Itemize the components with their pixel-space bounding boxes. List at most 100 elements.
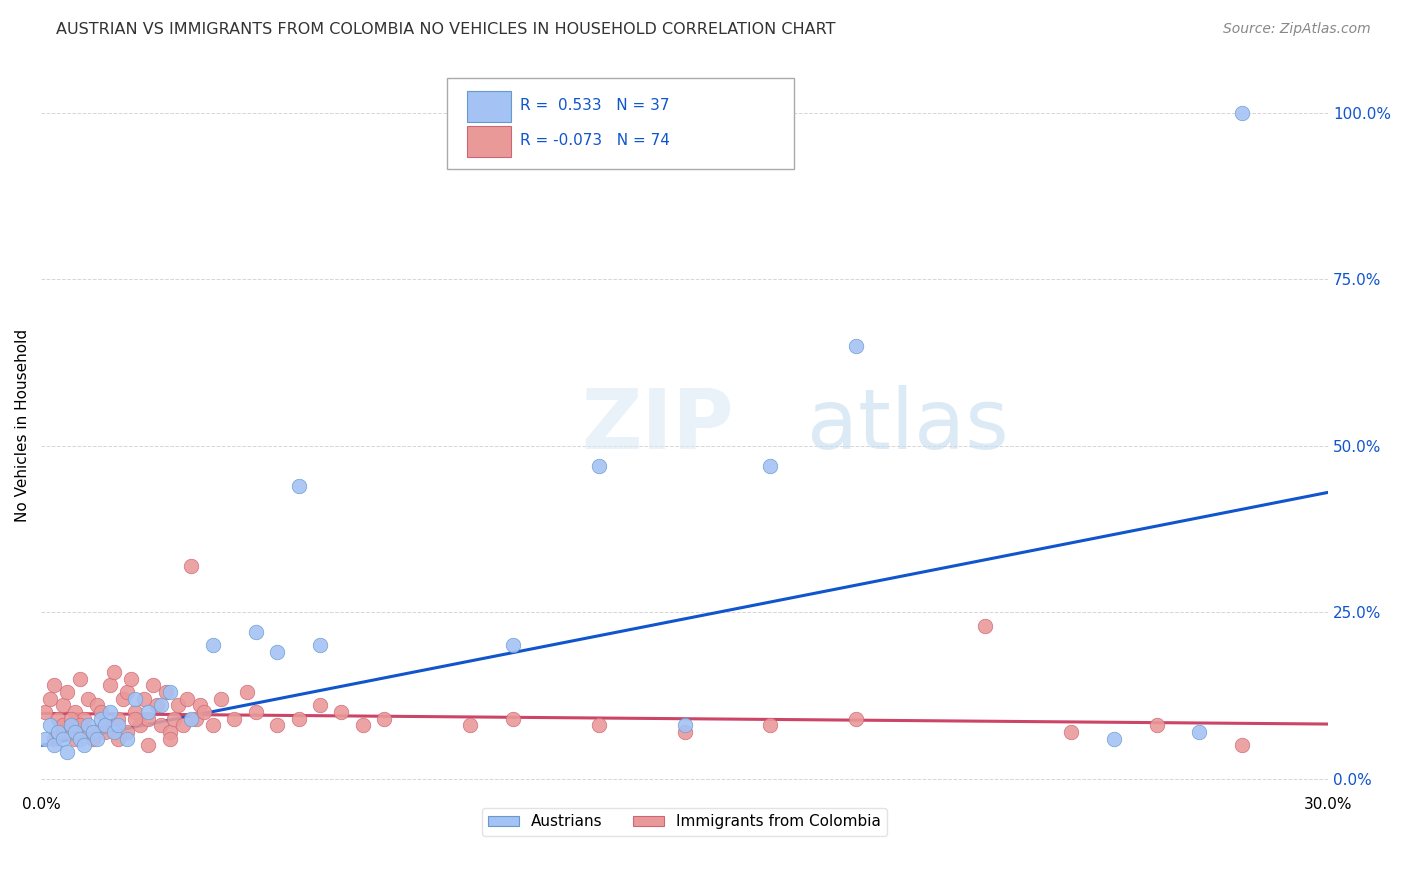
- Point: [159, 731, 181, 746]
- Point: [115, 725, 138, 739]
- Point: [120, 672, 142, 686]
- Point: [51, 725, 73, 739]
- Point: [60, 712, 83, 726]
- Point: [56, 685, 79, 699]
- Point: [107, 731, 129, 746]
- Point: [188, 698, 211, 713]
- Point: [1060, 725, 1083, 739]
- Point: [150, 718, 173, 732]
- Point: [201, 718, 224, 732]
- FancyBboxPatch shape: [467, 127, 510, 157]
- Point: [1102, 731, 1125, 746]
- Point: [176, 691, 198, 706]
- Point: [180, 558, 202, 573]
- Point: [180, 712, 202, 726]
- Point: [502, 639, 524, 653]
- Point: [42, 731, 65, 746]
- Point: [155, 685, 177, 699]
- Point: [172, 718, 194, 732]
- Point: [163, 712, 186, 726]
- Point: [759, 458, 782, 473]
- Point: [138, 705, 160, 719]
- Point: [309, 639, 332, 653]
- Text: ZIP: ZIP: [582, 385, 734, 467]
- Point: [51, 698, 73, 713]
- Text: AUSTRIAN VS IMMIGRANTS FROM COLOMBIA NO VEHICLES IN HOUSEHOLD CORRELATION CHART: AUSTRIAN VS IMMIGRANTS FROM COLOMBIA NO …: [56, 22, 835, 37]
- Point: [38, 718, 60, 732]
- Point: [60, 718, 83, 732]
- Point: [167, 698, 190, 713]
- Point: [77, 691, 100, 706]
- Point: [51, 731, 73, 746]
- Point: [82, 725, 104, 739]
- Point: [34, 731, 56, 746]
- Point: [266, 718, 288, 732]
- Point: [51, 718, 73, 732]
- Point: [90, 705, 112, 719]
- Point: [146, 698, 169, 713]
- Legend: Austrians, Immigrants from Colombia: Austrians, Immigrants from Colombia: [482, 808, 887, 836]
- Point: [1232, 106, 1254, 120]
- Point: [94, 718, 117, 732]
- Point: [73, 725, 96, 739]
- Point: [193, 705, 215, 719]
- Point: [90, 712, 112, 726]
- Point: [138, 739, 160, 753]
- Point: [974, 618, 997, 632]
- Point: [330, 705, 353, 719]
- Point: [132, 691, 155, 706]
- Point: [38, 691, 60, 706]
- Point: [845, 712, 868, 726]
- Point: [287, 712, 309, 726]
- Point: [82, 731, 104, 746]
- Point: [124, 691, 146, 706]
- Point: [69, 672, 91, 686]
- Point: [65, 731, 87, 746]
- Point: [309, 698, 332, 713]
- Point: [1232, 739, 1254, 753]
- Point: [673, 718, 696, 732]
- Point: [77, 718, 100, 732]
- Point: [94, 718, 117, 732]
- Point: [201, 639, 224, 653]
- Point: [65, 725, 87, 739]
- Point: [115, 731, 138, 746]
- FancyBboxPatch shape: [447, 78, 794, 169]
- Point: [142, 678, 165, 692]
- Point: [98, 678, 121, 692]
- Point: [245, 705, 267, 719]
- Text: atlas: atlas: [807, 385, 1008, 467]
- Point: [1188, 725, 1211, 739]
- Point: [69, 731, 91, 746]
- Point: [245, 625, 267, 640]
- Point: [352, 718, 374, 732]
- Point: [209, 691, 232, 706]
- Point: [224, 712, 246, 726]
- Point: [107, 712, 129, 726]
- Point: [287, 479, 309, 493]
- Point: [42, 739, 65, 753]
- Point: [138, 712, 160, 726]
- Point: [159, 685, 181, 699]
- Point: [82, 725, 104, 739]
- Point: [588, 718, 610, 732]
- Point: [266, 645, 288, 659]
- Text: R =  0.533   N = 37: R = 0.533 N = 37: [520, 98, 669, 113]
- Point: [103, 665, 125, 679]
- Point: [845, 339, 868, 353]
- Text: Source: ZipAtlas.com: Source: ZipAtlas.com: [1223, 22, 1371, 37]
- Point: [502, 712, 524, 726]
- Y-axis label: No Vehicles in Household: No Vehicles in Household: [15, 329, 30, 523]
- Point: [73, 739, 96, 753]
- FancyBboxPatch shape: [467, 91, 510, 122]
- Point: [56, 745, 79, 759]
- Point: [236, 685, 259, 699]
- Point: [124, 712, 146, 726]
- Point: [34, 705, 56, 719]
- Point: [65, 705, 87, 719]
- Point: [128, 718, 150, 732]
- Point: [673, 725, 696, 739]
- Point: [373, 712, 395, 726]
- Point: [111, 691, 134, 706]
- Point: [46, 725, 69, 739]
